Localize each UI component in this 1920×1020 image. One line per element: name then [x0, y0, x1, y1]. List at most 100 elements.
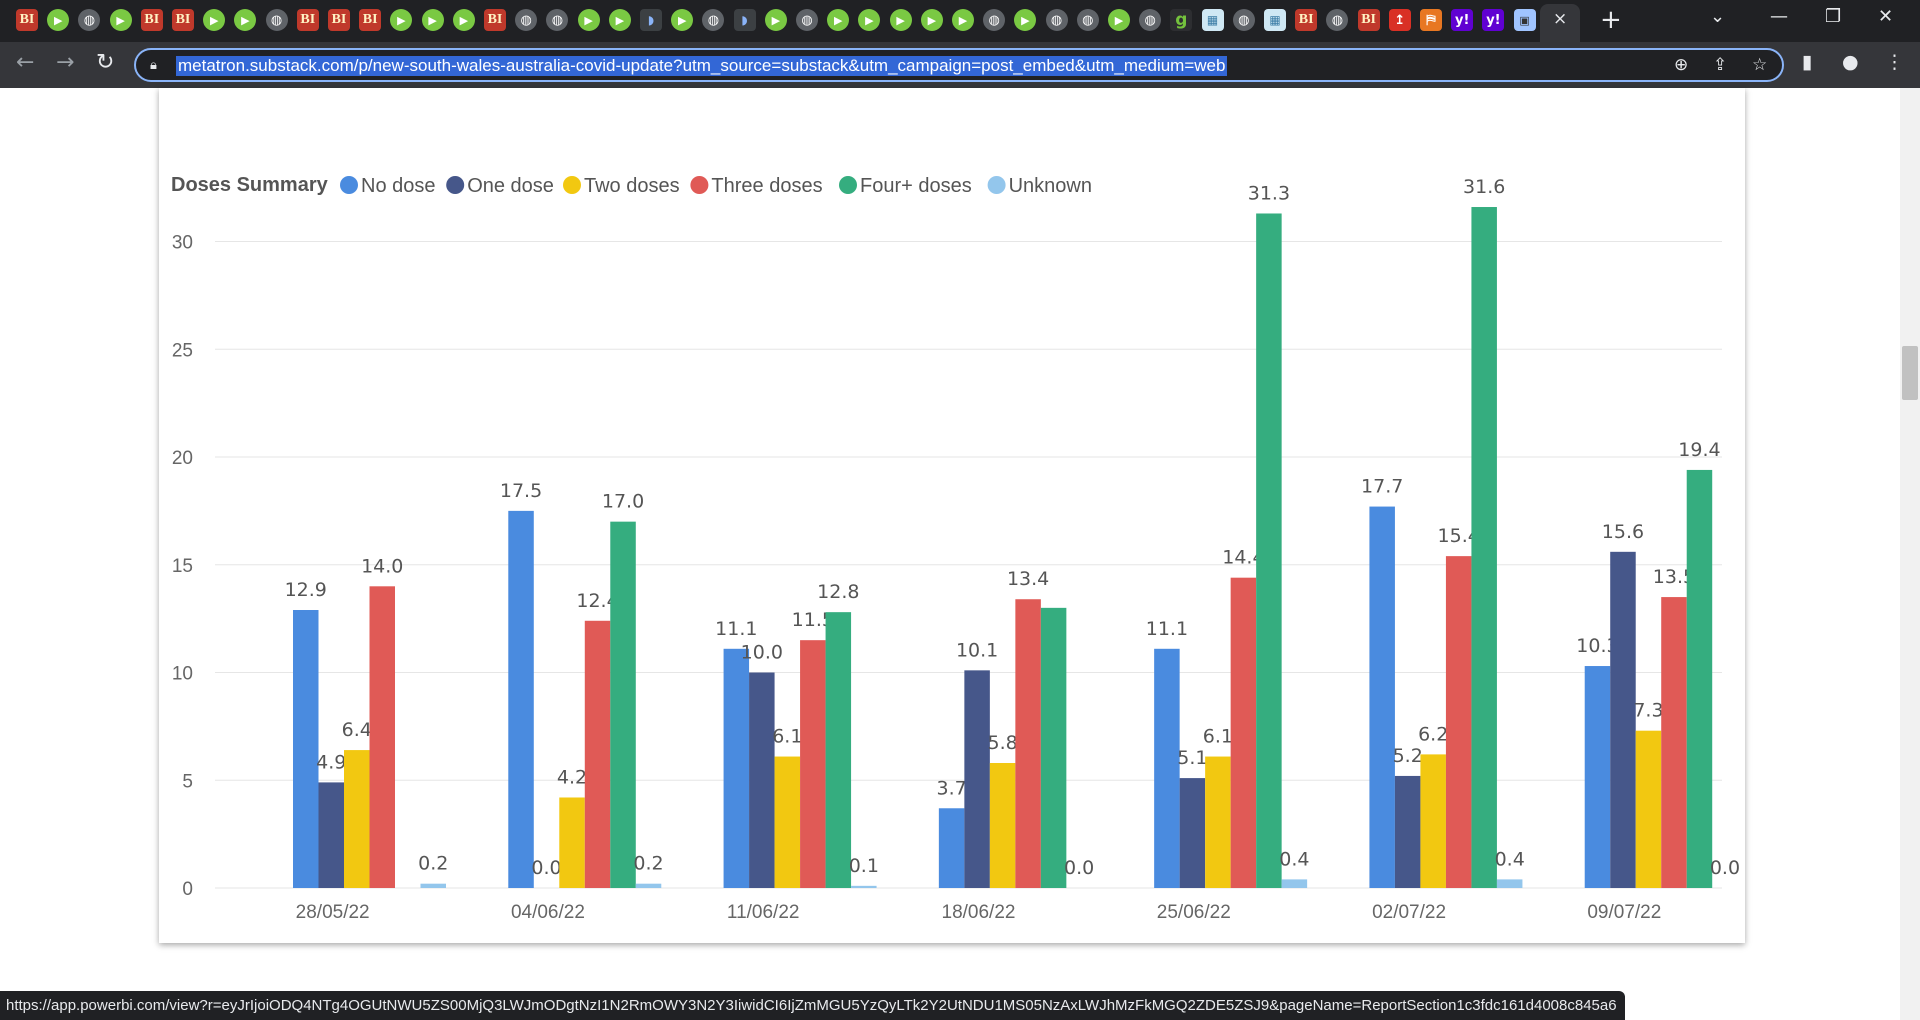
data-label: 0.0 [1710, 857, 1740, 879]
tab-g-icon[interactable]: g [1170, 9, 1193, 31]
tab-grid-icon[interactable]: ▦ [1201, 9, 1224, 31]
data-label: 11.1 [1146, 618, 1188, 640]
data-label: 10.1 [956, 639, 998, 661]
tab-bi-icon[interactable]: BI [1357, 9, 1380, 31]
data-label: 10.0 [741, 642, 783, 664]
data-label: 31.3 [1248, 182, 1290, 204]
tab-play-icon[interactable]: ▶ [952, 9, 974, 31]
tab-play-icon[interactable]: ▶ [1108, 9, 1130, 31]
data-label: 17.0 [602, 491, 644, 513]
tab-play-icon[interactable]: ▶ [920, 9, 943, 31]
data-label: 11.5 [792, 609, 834, 631]
data-label: 19.4 [1678, 439, 1720, 461]
tab-play-icon[interactable]: ▶ [827, 9, 850, 31]
tab-dart-icon[interactable]: ◗ [640, 9, 662, 31]
tab-play-icon[interactable]: ▶ [671, 9, 694, 31]
tab-play-icon[interactable]: ▶ [764, 9, 787, 31]
data-label: 13.4 [1007, 568, 1049, 590]
reload-icon[interactable]: ↻ [96, 50, 115, 75]
tab-play-icon[interactable]: ▶ [421, 9, 444, 31]
restore-icon[interactable]: ❐ [1825, 6, 1842, 27]
bar-four-doses [1471, 207, 1497, 888]
tab-globe-icon[interactable]: ◍ [983, 9, 1006, 31]
tab-globe-icon[interactable]: ◍ [546, 9, 569, 31]
y-tick-label: 30 [172, 233, 193, 254]
profile-icon[interactable]: ● [1842, 51, 1859, 73]
share-icon[interactable]: ⇪ [1713, 55, 1728, 75]
data-label: 4.2 [557, 766, 587, 788]
tab-play-icon[interactable]: ▶ [234, 9, 257, 31]
bar-two-doses [1635, 730, 1662, 888]
bar-unknown [420, 883, 446, 888]
tab-play-icon[interactable]: ▶ [47, 9, 70, 31]
tab-play-icon[interactable]: ▶ [858, 9, 881, 31]
forward-arrow-icon[interactable]: → [56, 50, 75, 75]
active-tab[interactable] [1540, 4, 1580, 42]
tab-grid-icon[interactable]: ▦ [1264, 9, 1286, 31]
bar-unknown [851, 885, 877, 888]
star-icon[interactable]: ☆ [1752, 55, 1768, 75]
back-arrow-icon[interactable]: ← [16, 50, 35, 75]
minimize-icon[interactable]: — [1770, 6, 1788, 27]
tab-bi-icon[interactable]: BI [359, 9, 382, 31]
tab-globe-icon[interactable]: ◍ [515, 9, 538, 31]
tab-globe-icon[interactable]: ◍ [1232, 9, 1255, 31]
side-panel-icon[interactable]: ▮ [1802, 51, 1813, 73]
tab-play-icon[interactable]: ▶ [889, 9, 912, 31]
tab-bi-icon[interactable]: BI [484, 9, 506, 31]
legend-marker [690, 176, 709, 194]
zoom-icon[interactable]: ⊕ [1674, 55, 1689, 75]
tab-play-icon[interactable]: ▶ [452, 9, 475, 31]
tab-play-icon[interactable]: ▶ [608, 9, 631, 31]
url-text[interactable]: metatron.substack.com/p/new-south-wales-… [176, 56, 1228, 76]
tab-globe-icon[interactable]: ◍ [1076, 9, 1099, 31]
x-tick-label: 25/06/22 [1157, 902, 1231, 923]
tab-play-icon[interactable]: ▶ [577, 9, 600, 31]
tab-dart-icon[interactable]: ◗ [733, 9, 756, 31]
page-scrollbar[interactable] [1900, 88, 1920, 1020]
bar-one-dose [964, 670, 990, 888]
tab-bi-icon[interactable]: BI [140, 9, 163, 31]
new-tab-button[interactable]: + [1600, 5, 1622, 35]
kebab-menu-icon[interactable]: ⋮ [1885, 51, 1904, 73]
tab-globe-icon[interactable]: ◍ [796, 9, 818, 31]
tab-bi-icon[interactable]: BI [1295, 9, 1318, 31]
data-label: 13.5 [1653, 566, 1695, 588]
bar-no-dose [1369, 506, 1395, 888]
tab-y-icon[interactable]: y! [1451, 9, 1474, 31]
data-label: 15.4 [1438, 525, 1480, 547]
tab-play-icon[interactable]: ▶ [1014, 9, 1037, 31]
tab-globe-icon[interactable]: ◍ [1045, 9, 1068, 31]
tab-y-icon[interactable]: y! [1482, 9, 1505, 31]
tab-img-icon[interactable]: ▣ [1513, 9, 1536, 31]
tab-search-icon[interactable]: ⌄ [1710, 6, 1726, 27]
address-bar[interactable]: 🔒︎ metatron.substack.com/p/new-south-wal… [134, 48, 1784, 82]
legend-label: Four+ doses [860, 175, 972, 197]
x-tick-label: 04/06/22 [511, 902, 585, 923]
tab-globe-icon[interactable]: ◍ [1326, 9, 1349, 31]
tab-globe-icon[interactable]: ◍ [1139, 9, 1162, 31]
tab-bi-icon[interactable]: BI [16, 9, 38, 31]
tab-ms-icon[interactable]: ↥ [1388, 9, 1411, 31]
y-tick-label: 10 [172, 664, 193, 685]
legend-marker [340, 176, 358, 194]
bar-no-dose [293, 610, 319, 888]
close-tab-icon[interactable]: × [1553, 9, 1568, 29]
legend-label: Two doses [584, 175, 680, 197]
tab-bi-icon[interactable]: BI [172, 9, 194, 31]
lock-icon[interactable]: 🔒︎ [150, 58, 157, 73]
tab-bi-icon[interactable]: BI [328, 9, 350, 31]
tab-play-icon[interactable]: ▶ [203, 9, 226, 31]
x-tick-label: 28/05/22 [296, 902, 370, 923]
close-window-icon[interactable]: ✕ [1878, 6, 1894, 27]
bar-two-doses [989, 763, 1016, 888]
scrollbar-thumb[interactable] [1902, 346, 1918, 400]
tab-bm-icon[interactable]: ⛿ [1420, 9, 1442, 31]
tab-play-icon[interactable]: ▶ [109, 9, 132, 31]
tab-bi-icon[interactable]: BI [296, 9, 319, 31]
tab-globe-icon[interactable]: ◍ [78, 9, 101, 31]
tab-play-icon[interactable]: ▶ [390, 9, 413, 31]
tab-globe-icon[interactable]: ◍ [265, 9, 288, 31]
tab-globe-icon[interactable]: ◍ [702, 9, 725, 31]
x-tick-label: 02/07/22 [1372, 902, 1446, 923]
